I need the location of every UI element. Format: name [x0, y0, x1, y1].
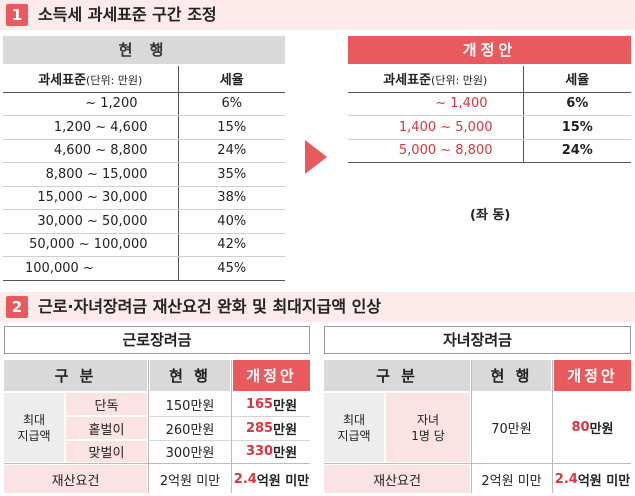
ctc-type-per-child: 자녀 1명 당	[386, 393, 470, 462]
column-divider	[471, 360, 472, 493]
section1-title: 소득세 과세표준 구간 조정	[38, 5, 217, 24]
column-divider	[231, 360, 232, 493]
table-row: 50,000 ~ 100,000 42%	[3, 233, 285, 257]
column-divider	[148, 360, 149, 493]
col-rate-header: 세율	[178, 66, 285, 93]
eitc-current-value: 300만원	[165, 446, 215, 461]
row-divider	[324, 463, 631, 464]
row-divider	[150, 416, 310, 417]
column-divider	[552, 360, 553, 493]
eitc-revised-value: 165 만원	[245, 396, 298, 414]
eitc-col-category: 구 분	[4, 360, 147, 391]
table-row: ~ 1,400 6%	[348, 92, 631, 116]
row-divider	[150, 440, 310, 441]
ctc-max-label: 최대 지급액	[324, 393, 384, 462]
eitc-type-dual-earner: 맞벌이	[66, 441, 147, 462]
eitc-current-value: 260만원	[165, 422, 215, 438]
eitc-col-current: 현 행	[150, 360, 230, 391]
section2-header: 2 근로·자녀장려금 재산요건 완화 및 최대지급액 인상	[0, 292, 635, 322]
eitc-asset-label: 재산요건	[4, 465, 147, 493]
section2-title: 근로·자녀장려금 재산요건 완화 및 최대지급액 인상	[38, 297, 382, 316]
eitc-asset-revised: 2.4 억원 미만	[233, 471, 310, 489]
table-row: 4,600 ~ 8,800 24%	[3, 139, 285, 163]
ctc-asset-label: 재산요건	[324, 465, 470, 493]
eitc-max-label: 최대 지급액	[4, 393, 64, 462]
current-tax-table: 과세표준(단위: 만원) 세율 ~ 1,200 6% 1,200 ~ 4,600 1…	[3, 66, 285, 281]
section2-number: 2	[6, 296, 28, 318]
ctc-revised-value: 80 만원	[571, 420, 614, 437]
ctc-title: 자녀장려금	[324, 326, 631, 354]
eitc-type-single-earner: 홑벌이	[66, 417, 147, 439]
table-row: 100,000 ~45%	[3, 256, 285, 281]
eitc-current-value: 150만원	[165, 398, 215, 414]
eitc-type-single: 단독	[66, 393, 147, 415]
section1-header: 1 소득세 과세표준 구간 조정	[0, 0, 635, 30]
ctc-col-revised: 개정안	[554, 360, 631, 391]
eitc-col-revised: 개정안	[233, 360, 310, 391]
revised-tax-table: 과세표준(단위: 만원) 세율 ~ 1,400 6% 1,400 ~ 5,000 1…	[348, 66, 631, 163]
col-base-header: 과세표준(단위: 만원)	[3, 66, 179, 93]
revised-header: 개정안	[348, 36, 631, 64]
section1-number: 1	[6, 4, 28, 26]
arrow-right-icon	[305, 140, 327, 174]
eitc-revised-value: 330 만원	[245, 444, 298, 461]
table-row: 1,400 ~ 5,000 15%	[348, 115, 631, 140]
col-base-header: 과세표준(단위: 만원)	[348, 66, 524, 93]
table-row: 30,000 ~ 50,000 40%	[3, 209, 285, 234]
table-row: 15,000 ~ 30,000 38%	[3, 186, 285, 210]
col-rate-header: 세율	[523, 66, 631, 93]
table-row: 8,800 ~ 15,000 35%	[3, 162, 285, 187]
eitc-revised-value: 285 만원	[245, 420, 298, 438]
current-header: 현 행	[3, 36, 285, 64]
ctc-current-value: 70만원	[491, 422, 532, 437]
ctc-col-current: 현 행	[472, 360, 551, 391]
eitc-title: 근로장려금	[4, 326, 310, 354]
same-as-left-note: (좌 동)	[470, 208, 511, 223]
table-row: 1,200 ~ 4,600 15%	[3, 115, 285, 140]
ctc-asset-revised: 2.4 억원 미만	[554, 471, 631, 489]
eitc-asset-current: 2억원 미만	[159, 473, 221, 489]
ctc-col-category: 구 분	[324, 360, 470, 391]
row-divider	[4, 463, 310, 464]
table-row: ~ 1,200 6%	[3, 92, 285, 116]
table-row: 5,000 ~ 8,800 24%	[348, 139, 631, 163]
ctc-asset-current: 2억원 미만	[481, 473, 542, 489]
